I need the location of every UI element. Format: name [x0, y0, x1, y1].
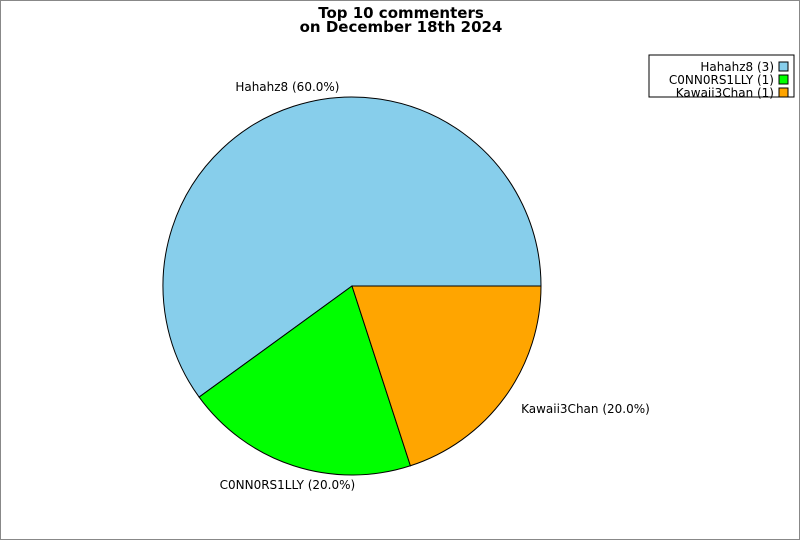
pie-slice-kawaii3chan: [351, 285, 542, 467]
legend-swatch: [778, 74, 789, 85]
pie-slice-c0nn0rs1lly: [198, 285, 412, 476]
legend: Hahahz8 (3)C0NN0RS1LLY (1)Kawaii3Chan (1…: [648, 54, 795, 100]
legend-swatch: [778, 87, 789, 98]
chart-title-line-1: Top 10 commenters: [318, 4, 484, 22]
legend-label: C0NN0RS1LLY (1): [669, 73, 774, 87]
slice-label: C0NN0RS1LLY (20.0%): [220, 478, 356, 492]
legend-label: Hahahz8 (3): [700, 60, 774, 74]
slice-label: Hahahz8 (60.0%): [235, 80, 339, 94]
pie-slice-hahahz8: [162, 96, 542, 398]
legend-swatch: [778, 61, 789, 72]
chart-title-line-2: on December 18th 2024: [300, 18, 503, 36]
legend-label: Kawaii3Chan (1): [676, 86, 774, 100]
slice-label: Kawaii3Chan (20.0%): [521, 402, 650, 416]
